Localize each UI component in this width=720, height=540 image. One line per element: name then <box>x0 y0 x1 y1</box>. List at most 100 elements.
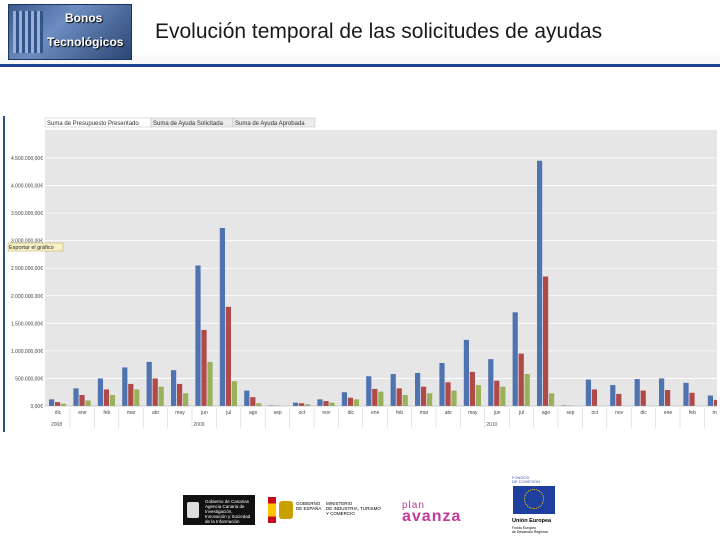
x-tick-label: mar <box>127 410 136 416</box>
bar <box>585 379 591 406</box>
bar <box>103 389 109 406</box>
y-tick-label: 3.500.000,00€ <box>11 211 43 217</box>
export-chart-button-label: Exportar el gráfico <box>9 245 54 251</box>
bonos-tecnologicos-logo: Bonos Tecnológicos <box>8 4 132 60</box>
x-tick-label: dic <box>640 410 647 416</box>
x-tick-label: abr <box>152 410 160 416</box>
x-tick-label: ago <box>249 410 258 416</box>
bar <box>524 374 530 406</box>
bar <box>640 390 646 406</box>
bar <box>469 371 475 406</box>
bar <box>305 404 311 406</box>
x-tick-label: oct <box>299 410 306 416</box>
bar <box>665 390 671 406</box>
bar <box>488 359 494 406</box>
union-europea-logo: FONDOS DE COHESIÓN Unión Europea Fondo Eu… <box>510 476 558 540</box>
x-tick-label: feb <box>396 410 403 416</box>
bar <box>500 386 506 406</box>
bar <box>61 403 67 406</box>
logo-text-line1: Bonos <box>65 11 103 25</box>
x-tick-label: nov <box>322 410 331 416</box>
x-tick-label: jul <box>225 410 231 416</box>
bar <box>421 386 427 406</box>
logo-text-line2: Tecnológicos <box>47 35 124 49</box>
bar <box>73 388 79 406</box>
bar <box>293 402 299 406</box>
logo-cube-icon <box>13 11 43 53</box>
y-tick-label: 3.000.000,00€ <box>11 239 43 245</box>
bar <box>353 399 359 406</box>
left-accent-bar <box>3 116 5 432</box>
bar <box>610 385 616 406</box>
x-tick-label: jun <box>493 410 501 416</box>
bar <box>195 265 201 406</box>
bar <box>323 401 329 406</box>
eu-flag-icon <box>513 486 555 514</box>
bar <box>256 403 262 406</box>
bar <box>231 381 237 406</box>
bar <box>146 361 152 406</box>
bar <box>250 397 256 406</box>
chart-tab-label-2: Suma de Ayuda Aprobada <box>235 121 305 127</box>
year-label: 2009 <box>193 422 204 428</box>
x-tick-label: feb <box>689 410 696 416</box>
export-chart-button[interactable] <box>7 242 64 252</box>
bar <box>372 388 378 406</box>
bar <box>49 399 55 406</box>
header-divider <box>0 64 720 67</box>
bar <box>518 353 524 406</box>
x-tick-label: mar <box>420 410 429 416</box>
bar <box>396 388 402 406</box>
x-tick-label: ene <box>664 410 673 416</box>
bar <box>244 390 250 406</box>
bar <box>122 367 128 406</box>
bar <box>85 400 91 406</box>
x-tick-label: nov <box>615 410 624 416</box>
bar <box>415 372 421 406</box>
bar <box>451 390 457 406</box>
bar <box>683 382 689 406</box>
bar <box>207 361 213 406</box>
bar <box>366 376 372 406</box>
x-tick-label: sep <box>274 410 282 416</box>
bar <box>171 370 177 406</box>
bar <box>713 399 719 406</box>
bar <box>225 306 231 406</box>
bar <box>475 385 481 406</box>
x-tick-label: abr <box>445 410 453 416</box>
bar <box>134 389 140 406</box>
x-tick-label: may <box>175 410 185 416</box>
gobierno-canarias-logo: Gobierno de Canarias Agencia Canaria de I… <box>183 495 255 525</box>
bar <box>634 378 640 406</box>
bar <box>591 389 597 406</box>
bar <box>152 378 158 406</box>
year-label: 2010 <box>486 422 497 428</box>
ministerio-logo: GOBIERNO DE ESPAÑA MINISTERIO DE INDUSTRIA… <box>266 495 388 525</box>
x-tick-label: jun <box>200 410 208 416</box>
chart-tab-2[interactable] <box>232 117 316 128</box>
y-tick-label: 500.000,00€ <box>15 376 43 382</box>
spain-crest-icon <box>279 501 293 519</box>
canarias-seal-icon <box>187 502 199 518</box>
bar <box>97 378 103 406</box>
page-title: Evolución temporal de las solicitudes de… <box>155 20 603 43</box>
y-tick-label: 4.500.000,00€ <box>11 156 43 162</box>
plan-avanza-logo: plan avanza <box>402 500 462 525</box>
bar <box>494 380 500 406</box>
bar <box>201 329 207 406</box>
spain-flag-icon <box>268 497 276 523</box>
bar <box>549 393 555 406</box>
x-tick-label: mar <box>712 410 717 416</box>
bar <box>158 386 164 406</box>
bar <box>109 394 115 406</box>
x-tick-label: oct <box>591 410 598 416</box>
bar <box>463 339 469 406</box>
y-tick-label: 2.000.000,00€ <box>11 294 43 300</box>
x-tick-label: ago <box>542 410 551 416</box>
chart-container: Suma de Presupuesto Presentado Suma de Ay… <box>3 112 720 436</box>
bar <box>128 383 134 406</box>
bar <box>707 395 713 406</box>
bar <box>616 393 622 406</box>
bar <box>378 391 384 406</box>
x-tick-label: sep <box>566 410 574 416</box>
